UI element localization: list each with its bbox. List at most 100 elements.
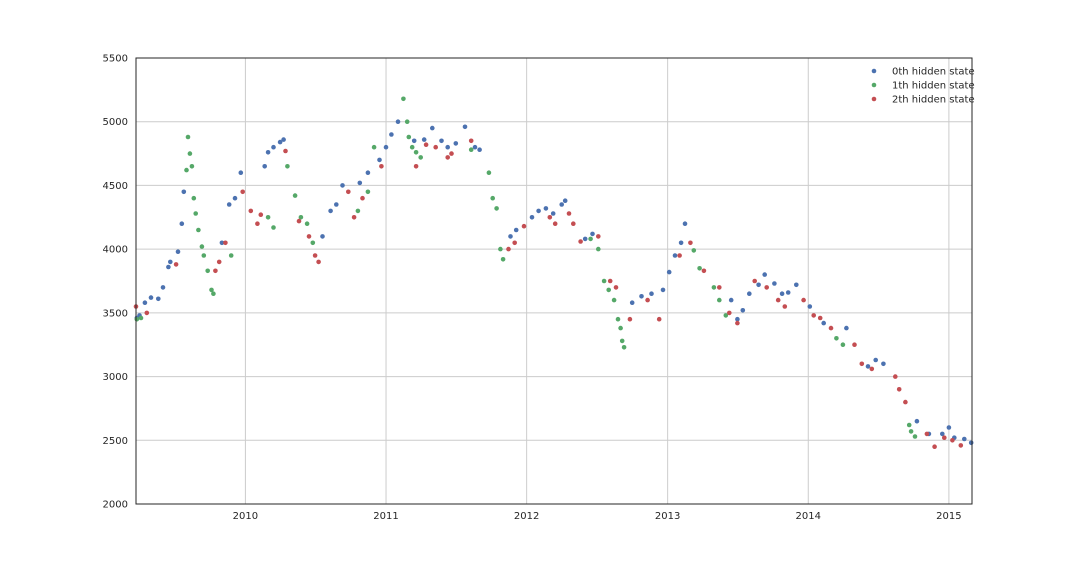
data-point <box>138 315 144 321</box>
data-point <box>727 310 732 316</box>
data-point <box>752 278 757 284</box>
data-point <box>834 336 839 341</box>
data-point <box>811 313 816 318</box>
data-point <box>740 308 746 313</box>
x-tick-label: 2014 <box>796 511 821 522</box>
data-point <box>512 240 517 246</box>
data-point <box>672 253 678 258</box>
data-point <box>756 282 761 288</box>
data-point <box>355 208 361 214</box>
data-point <box>678 240 684 246</box>
data-point <box>334 202 339 207</box>
data-point <box>582 236 588 242</box>
series-1 <box>134 96 918 439</box>
data-point <box>409 144 415 150</box>
data-point <box>216 259 222 265</box>
data-point <box>596 234 601 239</box>
x-tick-label: 2013 <box>655 511 680 522</box>
data-point <box>395 119 401 124</box>
legend: 0th hidden state 1th hidden state 2th hidd… <box>871 67 975 106</box>
data-point <box>271 144 276 150</box>
data-point <box>896 387 902 392</box>
data-point <box>691 248 697 253</box>
data-point <box>688 240 693 246</box>
data-point <box>656 316 662 322</box>
data-point <box>298 215 304 220</box>
data-point <box>571 221 576 226</box>
legend-marker <box>871 96 877 102</box>
data-point <box>711 285 717 290</box>
data-point <box>828 325 834 331</box>
data-point <box>629 300 635 306</box>
y-tick-label: 4500 <box>103 181 128 192</box>
data-point <box>472 144 478 150</box>
data-point <box>401 96 406 102</box>
data-point <box>421 137 427 142</box>
data-point <box>807 304 813 309</box>
legend-marker <box>871 82 877 88</box>
data-point <box>240 189 245 195</box>
data-point <box>782 304 788 309</box>
data-point <box>621 345 627 350</box>
data-point <box>490 195 496 201</box>
data-point <box>445 144 451 150</box>
data-point <box>513 227 519 233</box>
data-point <box>148 295 154 300</box>
data-point <box>166 264 171 270</box>
data-point <box>613 285 619 290</box>
data-point <box>184 167 189 173</box>
data-point <box>193 211 198 216</box>
data-point <box>383 144 389 150</box>
data-point <box>801 297 806 303</box>
y-tick-label: 5000 <box>103 117 128 128</box>
data-point <box>596 246 601 252</box>
data-point <box>500 257 506 262</box>
data-point <box>340 183 345 188</box>
data-point <box>881 361 886 367</box>
data-point <box>316 259 321 265</box>
legend-label: 1th hidden state <box>892 81 975 92</box>
data-point <box>265 150 271 155</box>
data-point <box>607 278 613 284</box>
y-tick-label: 3500 <box>103 308 128 319</box>
y-tick-label: 2000 <box>103 500 128 511</box>
data-point <box>735 316 740 322</box>
data-point <box>627 316 633 322</box>
data-point <box>134 316 140 322</box>
x-tick-label: 2010 <box>233 511 258 522</box>
data-point <box>156 296 161 302</box>
data-point <box>219 240 225 246</box>
data-point <box>228 253 234 258</box>
data-point <box>142 300 148 306</box>
y-tick-labels: 2000 2500 3000 3500 4000 4500 5000 5500 <box>103 54 128 511</box>
data-point <box>389 132 394 137</box>
data-point <box>168 259 173 265</box>
data-point <box>418 155 424 160</box>
data-point <box>439 138 444 144</box>
data-point <box>747 291 752 297</box>
plot-frame <box>135 57 973 505</box>
series-2 <box>133 138 964 450</box>
data-point <box>486 170 492 175</box>
data-point <box>285 164 290 169</box>
data-point <box>255 221 260 226</box>
y-tick-label: 2500 <box>103 436 128 447</box>
data-point <box>477 147 482 152</box>
data-point <box>185 134 191 140</box>
data-point <box>413 150 419 155</box>
data-point <box>506 246 511 252</box>
data-point <box>468 138 474 144</box>
data-point <box>377 157 382 163</box>
data-point <box>205 268 210 274</box>
data-point <box>411 138 417 144</box>
x-tick-label: 2015 <box>936 511 961 522</box>
data-point <box>772 281 777 286</box>
data-point <box>413 164 419 169</box>
data-point <box>859 361 865 367</box>
data-point <box>175 249 181 254</box>
legend-label: 0th hidden state <box>892 67 975 78</box>
data-point <box>611 297 617 303</box>
data-point <box>618 325 623 331</box>
data-point <box>211 291 216 297</box>
data-point <box>942 435 947 441</box>
